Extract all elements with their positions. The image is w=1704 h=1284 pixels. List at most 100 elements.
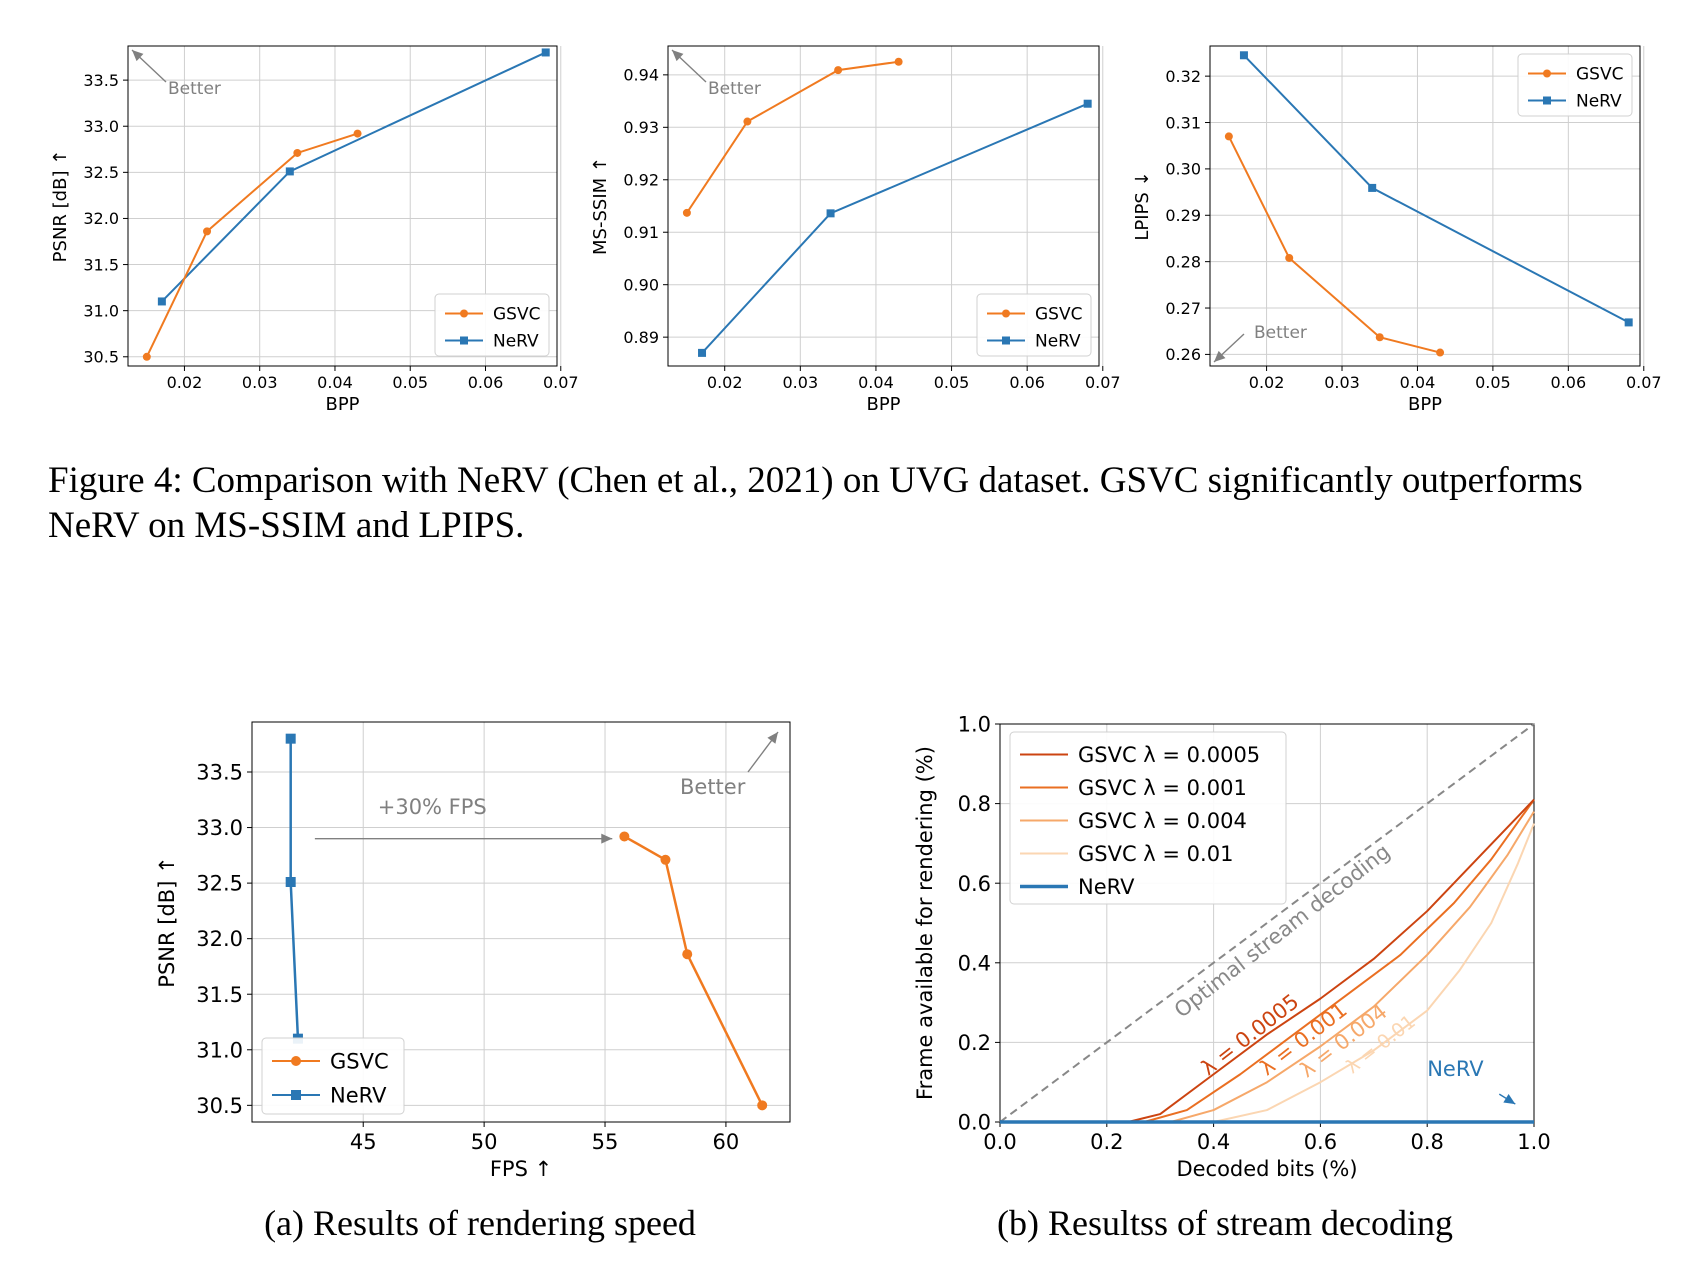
x-axis-label: BPP bbox=[325, 394, 359, 415]
series-line-gsvc bbox=[686, 60, 899, 214]
y-tick-label: 0.4 bbox=[958, 951, 991, 975]
legend-box bbox=[1009, 731, 1287, 905]
x-tick-label: 0.2 bbox=[1090, 1130, 1123, 1154]
legend-marker bbox=[460, 309, 468, 318]
legend-label: GSVC bbox=[493, 305, 540, 325]
fps-gain-arrow-head bbox=[601, 833, 613, 844]
x-axis-label: BPP bbox=[1408, 394, 1442, 415]
x-tick-label: 0.02 bbox=[707, 373, 743, 392]
legend-label: NeRV bbox=[1576, 92, 1622, 112]
x-axis-label: FPS ↑ bbox=[490, 1157, 552, 1181]
y-tick-label: 31.0 bbox=[83, 301, 119, 320]
decoding-curve-3 bbox=[1000, 823, 1535, 1123]
better-label: Better bbox=[1254, 323, 1307, 343]
x-tick-label: 0.02 bbox=[167, 373, 203, 392]
decoding-curve-0 bbox=[1000, 798, 1535, 1123]
y-tick-label: 30.5 bbox=[83, 348, 119, 367]
legend-label: GSVC λ = 0.0005 bbox=[1078, 743, 1260, 767]
y-tick-label: 0.89 bbox=[623, 328, 659, 347]
stream-decoding-chart: 0.0 0.2 0.4 0.6 0.8 1.0 0.0 0.2 0.4 0.6 0.8 1.0 Deco… bbox=[913, 713, 1551, 1181]
x-tick-label: 60 bbox=[713, 1130, 740, 1154]
subfigure-a-caption: (a) Results of rendering speed bbox=[264, 1203, 696, 1243]
y-tick-label: 33.5 bbox=[196, 761, 243, 785]
y-axis-label: MS-SSIM ↑ bbox=[590, 157, 611, 255]
x-tick-label: 0.06 bbox=[468, 373, 504, 392]
legend-label: NeRV bbox=[1035, 332, 1081, 352]
legend-marker bbox=[1543, 96, 1551, 105]
plot-frame bbox=[1209, 45, 1641, 367]
psnr-bpp-chart: 0.02 0.03 0.04 0.05 0.06 0.07 30.5 31.0 31.5 32.0… bbox=[50, 45, 579, 415]
x-tick-label: 0.05 bbox=[1475, 373, 1511, 392]
y-tick-label: 0.90 bbox=[623, 275, 659, 294]
x-tick-label: 0.04 bbox=[858, 373, 894, 392]
data-point-gsvc bbox=[682, 949, 693, 960]
data-point-gsvc bbox=[293, 148, 302, 157]
x-tick-label: 0.03 bbox=[1324, 373, 1360, 392]
plot-frame bbox=[127, 45, 558, 367]
x-axis-label: Decoded bits (%) bbox=[1176, 1157, 1357, 1181]
x-axis-label: BPP bbox=[866, 394, 900, 415]
better-label: Better bbox=[680, 775, 746, 799]
legend-label: GSVC bbox=[1576, 65, 1623, 85]
better-label: Better bbox=[168, 79, 221, 99]
x-tick-label: 50 bbox=[471, 1130, 498, 1154]
y-tick-label: 0.93 bbox=[623, 118, 659, 137]
series-line-nerv bbox=[289, 738, 300, 1039]
x-tick-label: 0.06 bbox=[1009, 373, 1045, 392]
data-point-nerv bbox=[1239, 51, 1248, 60]
data-point-nerv bbox=[826, 209, 835, 218]
subfigure-b-caption: (b) Resultss of stream decoding bbox=[997, 1203, 1453, 1243]
y-tick-label: 0.94 bbox=[623, 66, 659, 85]
y-tick-label: 30.5 bbox=[196, 1094, 243, 1118]
x-tick-label: 55 bbox=[592, 1130, 619, 1154]
legend-label: GSVC λ = 0.004 bbox=[1078, 809, 1247, 833]
data-point-nerv bbox=[1368, 183, 1377, 192]
legend-label: GSVC bbox=[330, 1050, 389, 1074]
data-point-gsvc bbox=[142, 352, 151, 361]
x-tick-label: 0.05 bbox=[392, 373, 428, 392]
nerv-annotation-arrow-head bbox=[1503, 1094, 1516, 1105]
legend-marker bbox=[291, 1090, 301, 1100]
y-tick-label: 33.0 bbox=[83, 117, 119, 136]
better-arrow-head bbox=[672, 50, 684, 62]
data-point-nerv bbox=[1624, 318, 1633, 327]
x-tick-label: 0.07 bbox=[1085, 373, 1121, 392]
figure4-caption: Figure 4: Comparison with NeRV (Chen et … bbox=[48, 460, 1583, 546]
x-tick-label: 0.0 bbox=[983, 1130, 1016, 1154]
x-tick-label: 0.02 bbox=[1249, 373, 1285, 392]
legend-marker bbox=[460, 336, 468, 345]
data-point-nerv bbox=[698, 348, 707, 357]
data-point-gsvc bbox=[682, 208, 691, 217]
x-tick-label: 45 bbox=[350, 1130, 377, 1154]
x-tick-label: 0.8 bbox=[1410, 1130, 1443, 1154]
better-label: Better bbox=[708, 79, 761, 99]
fps-gain-label: +30% FPS bbox=[378, 795, 487, 819]
x-tick-label: 1.0 bbox=[1517, 1130, 1550, 1154]
y-tick-label: 31.5 bbox=[196, 983, 243, 1007]
y-tick-label: 1.0 bbox=[958, 713, 991, 737]
lpips-bpp-chart: 0.02 0.03 0.04 0.05 0.06 0.07 0.26 0.27 0.28 0.29… bbox=[1132, 45, 1662, 415]
x-tick-label: 0.07 bbox=[1626, 373, 1662, 392]
data-point-gsvc bbox=[660, 854, 671, 865]
nerv-annotation-label: NeRV bbox=[1427, 1057, 1484, 1081]
x-tick-label: 0.04 bbox=[1400, 373, 1436, 392]
x-tick-label: 0.05 bbox=[934, 373, 970, 392]
better-arrow-head bbox=[132, 50, 144, 62]
y-tick-label: 0.30 bbox=[1165, 160, 1201, 179]
y-tick-label: 33.0 bbox=[196, 816, 243, 840]
y-axis-label: LPIPS ↓ bbox=[1132, 171, 1153, 240]
y-tick-label: 0.92 bbox=[623, 171, 659, 190]
x-tick-label: 0.6 bbox=[1304, 1130, 1337, 1154]
data-point-gsvc bbox=[1224, 132, 1233, 141]
series-line-gsvc bbox=[145, 132, 358, 358]
y-axis-label: PSNR [dB] ↑ bbox=[155, 856, 179, 987]
y-axis-label: Frame available for rendering (%) bbox=[913, 746, 937, 1100]
legend-marker bbox=[291, 1056, 301, 1066]
y-tick-label: 0.2 bbox=[958, 1031, 991, 1055]
decoding-curve-2 bbox=[1000, 811, 1535, 1123]
y-tick-label: 0.27 bbox=[1165, 299, 1201, 318]
optimal-decoding-line bbox=[999, 723, 1535, 1123]
data-point-nerv bbox=[1083, 99, 1092, 108]
data-point-gsvc bbox=[1436, 348, 1445, 357]
data-point-gsvc bbox=[353, 129, 362, 138]
